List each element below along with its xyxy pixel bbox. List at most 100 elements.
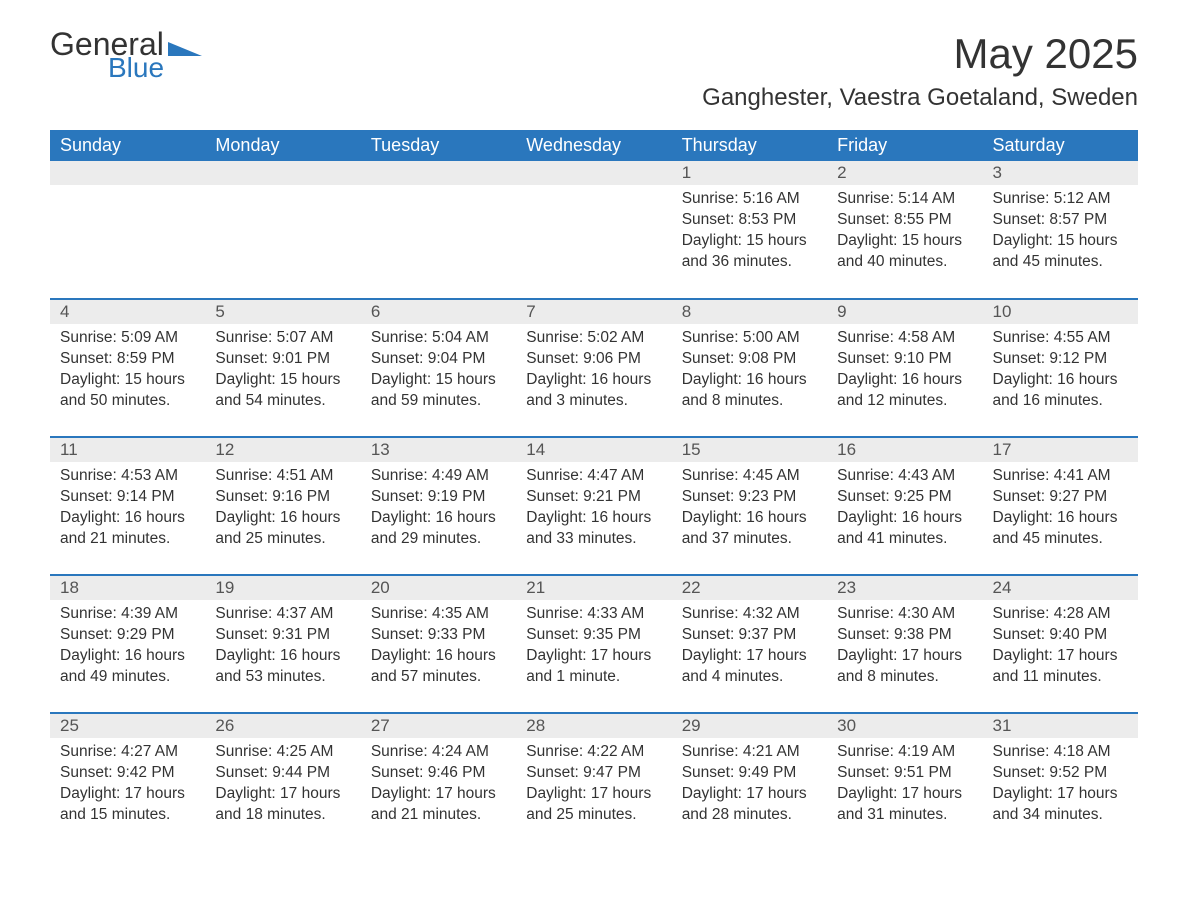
day-line-ss: Sunset: 9:21 PM (526, 487, 661, 507)
calendar-day-cell: 2Sunrise: 5:14 AMSunset: 8:55 PMDaylight… (827, 161, 982, 299)
day-line-sr: Sunrise: 4:53 AM (60, 466, 195, 486)
day-line-d1: Daylight: 17 hours (682, 646, 817, 666)
day-line-d2: and 25 minutes. (526, 805, 661, 825)
day-line-d1: Daylight: 15 hours (371, 370, 506, 390)
day-line-ss: Sunset: 9:31 PM (215, 625, 350, 645)
day-line-d2: and 40 minutes. (837, 252, 972, 272)
day-line-ss: Sunset: 9:35 PM (526, 625, 661, 645)
day-line-sr: Sunrise: 4:45 AM (682, 466, 817, 486)
calendar-day-cell: 20Sunrise: 4:35 AMSunset: 9:33 PMDayligh… (361, 575, 516, 713)
day-line-d2: and 16 minutes. (993, 391, 1128, 411)
calendar-day-cell: 31Sunrise: 4:18 AMSunset: 9:52 PMDayligh… (983, 713, 1138, 851)
day-content: Sunrise: 4:27 AMSunset: 9:42 PMDaylight:… (50, 738, 205, 831)
day-line-sr: Sunrise: 4:55 AM (993, 328, 1128, 348)
day-number: 31 (983, 714, 1138, 738)
day-number: 6 (361, 300, 516, 324)
month-title: May 2025 (702, 30, 1138, 78)
calendar-week: 25Sunrise: 4:27 AMSunset: 9:42 PMDayligh… (50, 713, 1138, 851)
day-number (516, 161, 671, 185)
day-line-sr: Sunrise: 4:18 AM (993, 742, 1128, 762)
day-number: 5 (205, 300, 360, 324)
day-header: Friday (827, 130, 982, 161)
day-line-d2: and 45 minutes. (993, 252, 1128, 272)
day-line-sr: Sunrise: 5:09 AM (60, 328, 195, 348)
day-content: Sunrise: 4:21 AMSunset: 9:49 PMDaylight:… (672, 738, 827, 831)
day-line-d2: and 1 minute. (526, 667, 661, 687)
day-number: 19 (205, 576, 360, 600)
day-number: 14 (516, 438, 671, 462)
calendar-day-cell: 28Sunrise: 4:22 AMSunset: 9:47 PMDayligh… (516, 713, 671, 851)
calendar-day-cell: 1Sunrise: 5:16 AMSunset: 8:53 PMDaylight… (672, 161, 827, 299)
day-number: 27 (361, 714, 516, 738)
day-header: Monday (205, 130, 360, 161)
day-content: Sunrise: 5:00 AMSunset: 9:08 PMDaylight:… (672, 324, 827, 417)
day-line-d2: and 15 minutes. (60, 805, 195, 825)
day-line-d2: and 8 minutes. (682, 391, 817, 411)
day-line-sr: Sunrise: 4:22 AM (526, 742, 661, 762)
day-content: Sunrise: 5:12 AMSunset: 8:57 PMDaylight:… (983, 185, 1138, 278)
day-number: 21 (516, 576, 671, 600)
day-line-ss: Sunset: 9:42 PM (60, 763, 195, 783)
day-number: 20 (361, 576, 516, 600)
day-content: Sunrise: 5:07 AMSunset: 9:01 PMDaylight:… (205, 324, 360, 417)
day-number: 28 (516, 714, 671, 738)
day-content: Sunrise: 4:30 AMSunset: 9:38 PMDaylight:… (827, 600, 982, 693)
day-line-sr: Sunrise: 4:51 AM (215, 466, 350, 486)
day-line-ss: Sunset: 8:53 PM (682, 210, 817, 230)
day-content: Sunrise: 4:55 AMSunset: 9:12 PMDaylight:… (983, 324, 1138, 417)
logo-flag-icon (168, 36, 202, 58)
day-content: Sunrise: 5:16 AMSunset: 8:53 PMDaylight:… (672, 185, 827, 278)
day-content: Sunrise: 4:22 AMSunset: 9:47 PMDaylight:… (516, 738, 671, 831)
day-content: Sunrise: 5:02 AMSunset: 9:06 PMDaylight:… (516, 324, 671, 417)
calendar-day-cell: 7Sunrise: 5:02 AMSunset: 9:06 PMDaylight… (516, 299, 671, 437)
day-number: 11 (50, 438, 205, 462)
calendar-day-cell: 17Sunrise: 4:41 AMSunset: 9:27 PMDayligh… (983, 437, 1138, 575)
day-line-sr: Sunrise: 4:47 AM (526, 466, 661, 486)
day-line-d2: and 41 minutes. (837, 529, 972, 549)
day-content: Sunrise: 4:41 AMSunset: 9:27 PMDaylight:… (983, 462, 1138, 555)
day-number: 4 (50, 300, 205, 324)
calendar-day-cell: 3Sunrise: 5:12 AMSunset: 8:57 PMDaylight… (983, 161, 1138, 299)
day-line-sr: Sunrise: 4:43 AM (837, 466, 972, 486)
calendar-day-cell: 15Sunrise: 4:45 AMSunset: 9:23 PMDayligh… (672, 437, 827, 575)
day-line-d2: and 57 minutes. (371, 667, 506, 687)
day-line-ss: Sunset: 9:44 PM (215, 763, 350, 783)
day-line-sr: Sunrise: 4:24 AM (371, 742, 506, 762)
calendar-day-cell: 12Sunrise: 4:51 AMSunset: 9:16 PMDayligh… (205, 437, 360, 575)
day-line-sr: Sunrise: 5:12 AM (993, 189, 1128, 209)
day-line-d1: Daylight: 17 hours (682, 784, 817, 804)
day-line-d1: Daylight: 17 hours (837, 784, 972, 804)
day-line-d1: Daylight: 16 hours (60, 646, 195, 666)
day-number: 3 (983, 161, 1138, 185)
calendar-table: SundayMondayTuesdayWednesdayThursdayFrid… (50, 130, 1138, 851)
day-content: Sunrise: 5:14 AMSunset: 8:55 PMDaylight:… (827, 185, 982, 278)
day-line-ss: Sunset: 9:52 PM (993, 763, 1128, 783)
day-line-sr: Sunrise: 5:04 AM (371, 328, 506, 348)
calendar-week: 11 Sunrise: 4:53 AMSunset: 9:14 PM Dayligh… (50, 437, 1138, 575)
day-number: 8 (672, 300, 827, 324)
day-line-d2: and 36 minutes. (682, 252, 817, 272)
day-line-sr: Sunrise: 4:58 AM (837, 328, 972, 348)
day-content: Sunrise: 4:24 AMSunset: 9:46 PMDaylight:… (361, 738, 516, 831)
day-line-sr: Sunrise: 4:39 AM (60, 604, 195, 624)
day-header: Saturday (983, 130, 1138, 161)
day-line-d1: Daylight: 16 hours (837, 370, 972, 390)
day-line-d2: and 12 minutes. (837, 391, 972, 411)
day-number: 23 (827, 576, 982, 600)
day-line-sr: Sunrise: 4:27 AM (60, 742, 195, 762)
calendar-week: 1Sunrise: 5:16 AMSunset: 8:53 PMDaylight… (50, 161, 1138, 299)
day-line-d1: Daylight: 17 hours (837, 646, 972, 666)
day-line-d2: and 59 minutes. (371, 391, 506, 411)
day-line-d2: and 28 minutes. (682, 805, 817, 825)
day-line-d1: Daylight: 16 hours (215, 508, 350, 528)
calendar-day-cell: 19Sunrise: 4:37 AMSunset: 9:31 PMDayligh… (205, 575, 360, 713)
day-line-ss: Sunset: 9:37 PM (682, 625, 817, 645)
calendar-day-cell: 4Sunrise: 5:09 AMSunset: 8:59 PMDaylight… (50, 299, 205, 437)
day-line-d1: Daylight: 16 hours (215, 646, 350, 666)
day-number: 1 (672, 161, 827, 185)
day-line-ss: Sunset: 9:51 PM (837, 763, 972, 783)
day-line-ss: Sunset: 9:14 PM (60, 487, 195, 507)
day-line-d1: Daylight: 15 hours (215, 370, 350, 390)
day-line-ss: Sunset: 9:06 PM (526, 349, 661, 369)
calendar-week: 18Sunrise: 4:39 AMSunset: 9:29 PMDayligh… (50, 575, 1138, 713)
